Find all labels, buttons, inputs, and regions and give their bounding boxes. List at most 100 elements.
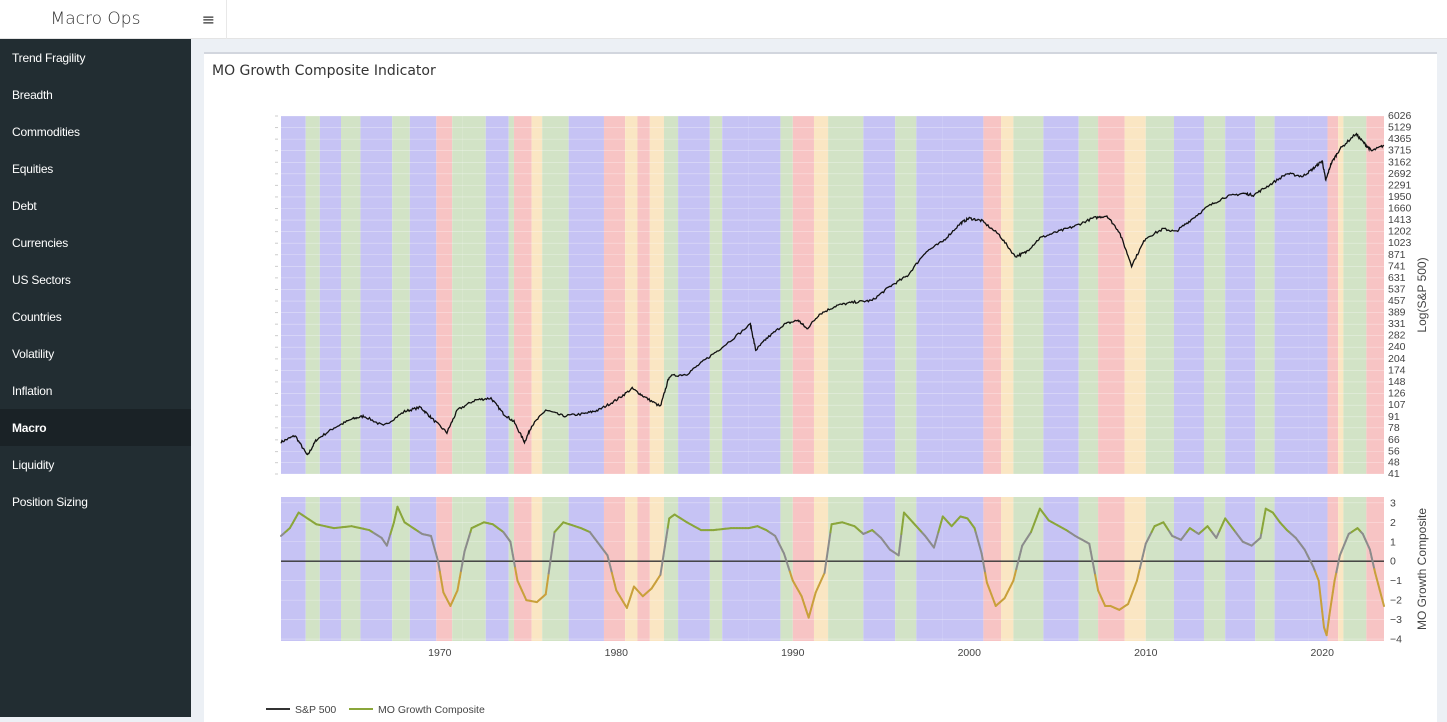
composite-series-segment[interactable] <box>1319 581 1320 589</box>
composite-y-tick-label: 3 <box>1390 497 1396 509</box>
regime-band <box>1204 116 1225 474</box>
regime-band <box>1125 116 1146 474</box>
sp500-y-tick-label: 3162 <box>1388 156 1412 168</box>
sidebar-item-trend-fragility[interactable]: Trend Fragility <box>0 39 191 76</box>
regime-band <box>793 116 814 474</box>
composite-series-segment[interactable] <box>902 520 903 527</box>
composite-y-axis-title: MO Growth Composite <box>1415 508 1429 630</box>
x-tick-label: 2010 <box>1134 647 1158 659</box>
sidebar-item-debt[interactable]: Debt <box>0 187 191 224</box>
composite-series-segment[interactable] <box>900 534 901 541</box>
regime-band <box>895 116 916 474</box>
composite-series-segment[interactable] <box>829 532 830 540</box>
x-tick-label: 1980 <box>605 647 629 659</box>
sp500-y-tick-label: 871 <box>1388 249 1406 261</box>
sp500-y-tick-label: 1202 <box>1388 226 1412 238</box>
x-tick-label: 2020 <box>1311 647 1335 659</box>
regime-band <box>604 116 625 474</box>
sidebar-item-currencies[interactable]: Currencies <box>0 224 191 261</box>
sp500-y-tick-label: 1023 <box>1388 237 1412 249</box>
regime-band <box>486 116 509 474</box>
regime-band <box>983 116 1001 474</box>
sp500-y-tick-label: 5129 <box>1388 122 1412 134</box>
sidebar-item-us-sectors[interactable]: US Sectors <box>0 261 191 298</box>
regime-band <box>436 116 452 474</box>
regime-band <box>637 116 649 474</box>
legend-label[interactable]: MO Growth Composite <box>378 704 485 716</box>
regime-band <box>650 116 664 474</box>
sidebar-item-breadth[interactable]: Breadth <box>0 76 191 113</box>
growth-composite-chart[interactable]: 6026512943653715316226922291195016601413… <box>204 54 1437 719</box>
composite-series-segment[interactable] <box>1320 596 1321 604</box>
regime-band <box>722 116 748 474</box>
sp500-y-tick-label: 107 <box>1388 399 1406 411</box>
sidebar-item-countries[interactable]: Countries <box>0 298 191 335</box>
regime-band <box>828 116 863 474</box>
regime-band <box>1338 116 1343 474</box>
composite-series-segment[interactable] <box>1383 600 1384 606</box>
sidebar-item-macro[interactable]: Macro <box>0 409 191 446</box>
composite-series-segment[interactable] <box>826 557 827 565</box>
legend-label[interactable]: S&P 500 <box>295 704 336 716</box>
composite-y-tick-label: −1 <box>1390 575 1402 587</box>
sidebar-item-liquidity[interactable]: Liquidity <box>0 446 191 483</box>
sidebar-item-equities[interactable]: Equities <box>0 150 191 187</box>
regime-band <box>943 116 984 474</box>
composite-series-segment[interactable] <box>825 565 826 573</box>
regime-band <box>710 116 722 474</box>
composite-series-segment[interactable] <box>827 549 828 557</box>
composite-y-tick-label: −2 <box>1390 595 1402 607</box>
regime-band <box>463 116 486 474</box>
composite-y-tick-label: 0 <box>1390 556 1396 568</box>
sp500-y-tick-label: 240 <box>1388 341 1406 353</box>
regime-band <box>1366 116 1384 474</box>
composite-series-segment[interactable] <box>830 524 831 532</box>
sp500-y-tick-label: 6026 <box>1388 110 1412 122</box>
composite-series-segment[interactable] <box>1320 588 1321 596</box>
composite-series-segment[interactable] <box>1322 612 1323 620</box>
brand-logo[interactable]: Macro Ops <box>0 0 191 39</box>
composite-series-segment[interactable] <box>828 540 829 548</box>
regime-band <box>452 116 463 474</box>
sp500-y-tick-label: 1413 <box>1388 214 1412 226</box>
brand-text: Macro Ops <box>51 9 141 29</box>
regime-band <box>814 116 828 474</box>
regime-band <box>281 116 306 474</box>
sidebar-item-volatility[interactable]: Volatility <box>0 335 191 372</box>
regime-band <box>514 116 532 474</box>
regime-band <box>410 116 436 474</box>
regime-band <box>664 116 678 474</box>
sidebar-item-inflation[interactable]: Inflation <box>0 372 191 409</box>
regime-band <box>360 116 392 474</box>
composite-series-segment[interactable] <box>1323 620 1324 628</box>
composite-series-segment[interactable] <box>1321 604 1322 612</box>
sp500-y-axis-title: Log(S&P 500) <box>1415 257 1429 332</box>
regime-band <box>392 116 410 474</box>
sp500-y-tick-label: 631 <box>1388 272 1406 284</box>
sp500-y-tick-label: 537 <box>1388 283 1406 295</box>
composite-y-tick-label: −4 <box>1390 634 1402 646</box>
sp500-y-tick-label: 3715 <box>1388 145 1412 157</box>
hamburger-icon[interactable]: ≡ <box>191 0 227 39</box>
regime-band <box>1255 116 1274 474</box>
composite-series-segment[interactable] <box>899 548 900 555</box>
regime-band <box>306 116 320 474</box>
regime-band <box>780 116 792 474</box>
regime-band <box>1079 116 1098 474</box>
regime-band <box>1225 116 1255 474</box>
regime-band <box>1343 116 1366 474</box>
sp500-y-tick-label: 1950 <box>1388 191 1412 203</box>
sp500-y-tick-label: 204 <box>1388 353 1406 365</box>
x-tick-label: 2000 <box>958 647 982 659</box>
regime-band <box>1098 116 1124 474</box>
x-tick-label: 1990 <box>781 647 805 659</box>
sidebar-item-position-sizing[interactable]: Position Sizing <box>0 483 191 520</box>
composite-y-tick-label: 1 <box>1390 536 1396 548</box>
composite-series-segment[interactable] <box>900 541 901 548</box>
composite-series-segment[interactable] <box>901 527 902 534</box>
sidebar-item-commodities[interactable]: Commodities <box>0 113 191 150</box>
sp500-y-tick-label: 741 <box>1388 260 1406 272</box>
sp500-y-tick-label: 148 <box>1388 376 1406 388</box>
sp500-y-tick-label: 2692 <box>1388 168 1412 180</box>
